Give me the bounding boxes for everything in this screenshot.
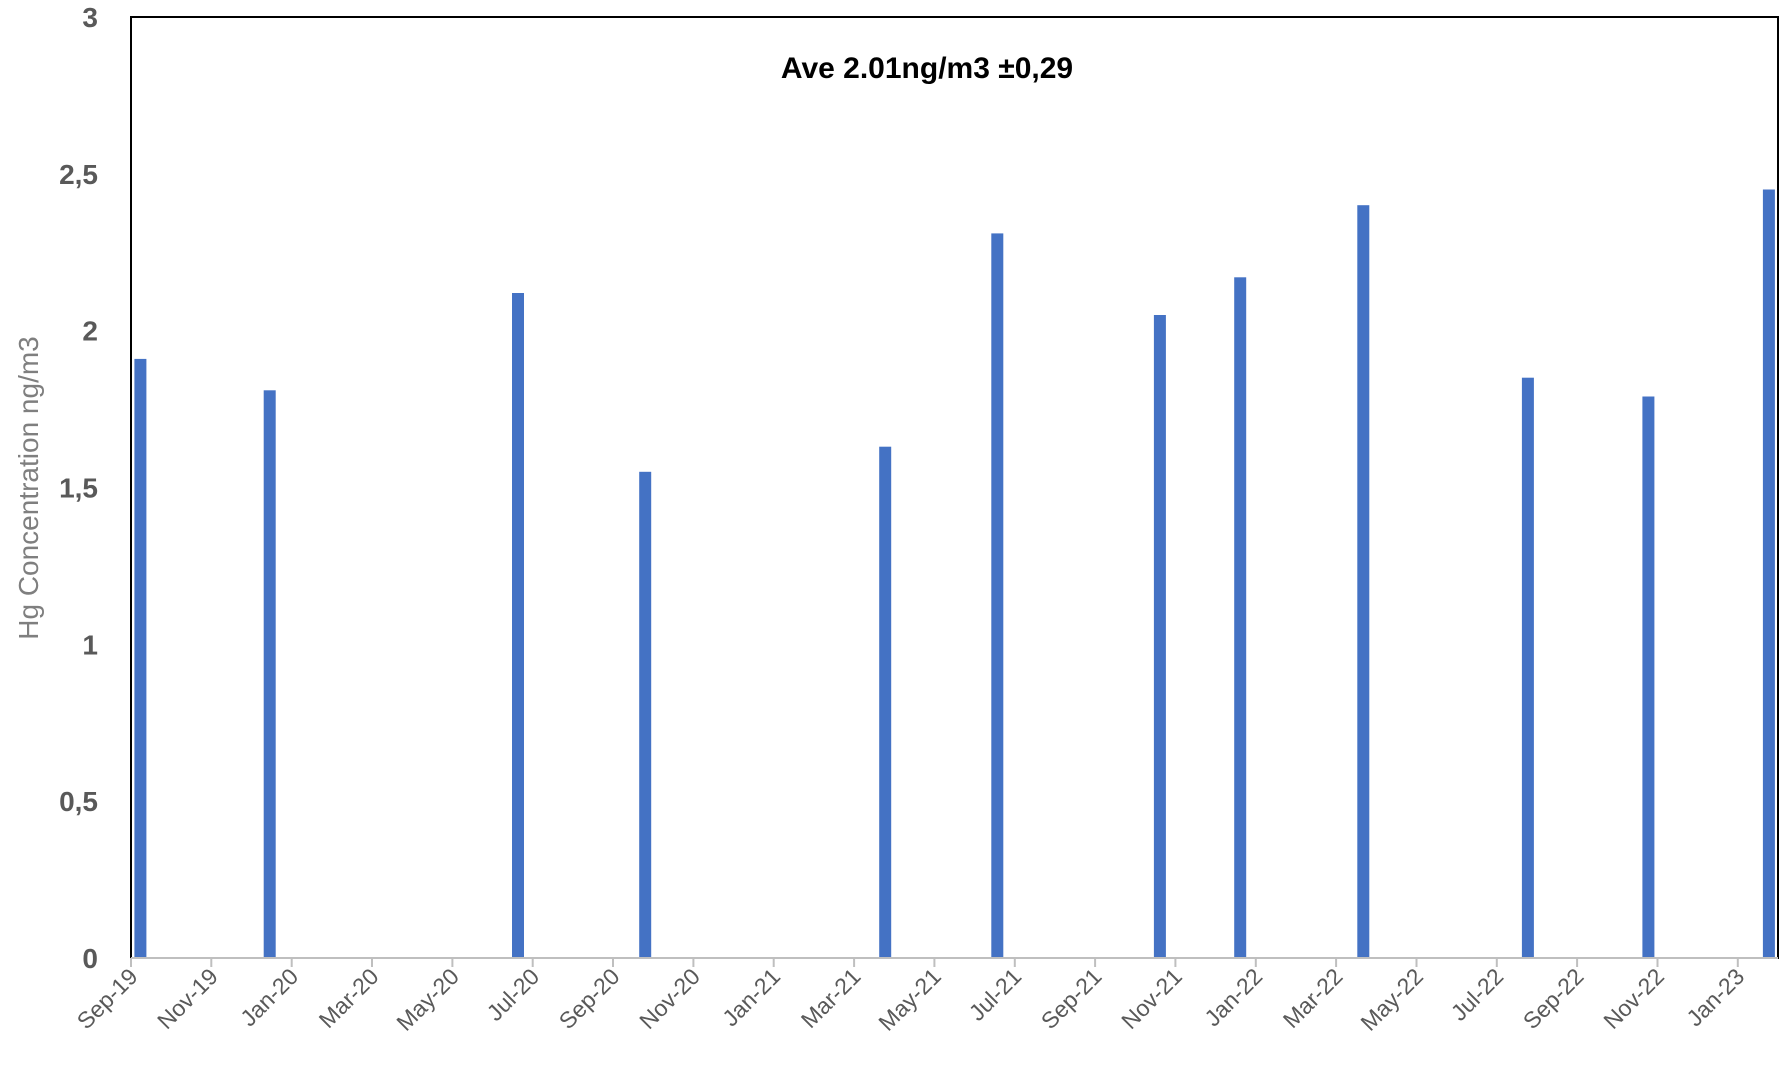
x-tick-label: Jan-22 [1199,963,1267,1031]
bar-5 [991,233,1004,958]
x-tick-label: Jan-23 [1681,963,1749,1031]
x-tick-label: Jul-20 [482,963,545,1026]
x-tick-label: May-21 [873,963,946,1036]
y-tick-label: 2 [82,316,98,347]
x-tick-label: May-20 [391,963,464,1036]
x-tick-label: Nov-20 [634,963,705,1034]
x-tick-label: Jan-20 [235,963,303,1031]
bar-11 [1762,189,1775,958]
x-tick-label: Sep-22 [1518,963,1589,1034]
average-annotation: Ave 2.01ng/m3 ±0,29 [781,52,1073,85]
x-tick-label: Jul-22 [1446,963,1509,1026]
bar-7 [1234,277,1247,958]
bar-3 [639,471,652,958]
x-tick-label: Jul-21 [964,963,1027,1026]
y-tick-labels: 0 0,5 1 1,5 2 2,5 3 [59,2,98,974]
y-tick-label: 2,5 [59,159,98,190]
bar-4 [879,446,892,958]
x-tick-marks [130,958,1739,967]
x-tick-label: Nov-21 [1116,963,1187,1034]
bars-group [134,189,1775,958]
y-tick-label: 1 [82,629,98,660]
y-tick-label: 0 [82,943,98,974]
bar-8 [1357,205,1370,958]
x-tick-label: Nov-19 [152,963,223,1034]
x-tick-labels: Sep-19 Nov-19 Jan-20 Mar-20 May-20 Jul-20 Sep-… [72,963,1750,1036]
y-tick-label: 3 [82,2,98,33]
bar-9 [1521,377,1534,958]
bar-2 [512,293,524,958]
x-tick-label: Sep-21 [1036,963,1107,1034]
y-tick-label: 1,5 [59,473,98,504]
x-tick-label: Mar-22 [1278,963,1348,1033]
x-tick-label: Mar-20 [314,963,384,1033]
x-tick-label: Nov-22 [1598,963,1669,1034]
x-tick-label: Jan-21 [717,963,785,1031]
bar-10 [1642,396,1655,958]
x-tick-label: May-22 [1355,963,1428,1036]
bar-1 [263,390,276,958]
x-tick-label: Sep-20 [554,963,625,1034]
x-tick-label: Mar-21 [796,963,866,1033]
bar-6 [1153,315,1166,958]
y-tick-label: 0,5 [59,786,98,817]
bar-0 [134,358,147,958]
y-axis-title: Hg Concentration ng/m3 [13,336,44,640]
